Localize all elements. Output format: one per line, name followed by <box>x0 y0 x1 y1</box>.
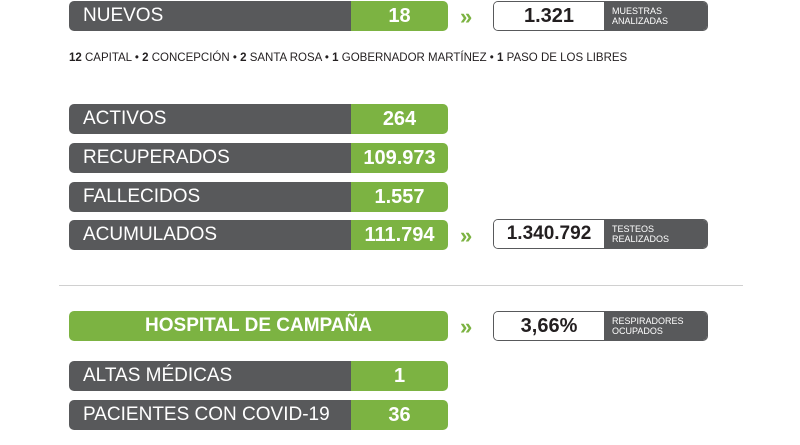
fallecidos-label: FALLECIDOS <box>83 186 201 207</box>
breakdown-num: 1 <box>332 52 339 64</box>
respiradores-value: 3,66% <box>494 312 604 340</box>
nuevos-label-bar: NUEVOS <box>69 1 351 31</box>
recuperados-label-bar: RECUPERADOS <box>69 143 351 173</box>
nuevos-value: 18 <box>388 4 411 27</box>
double-chevron-icon: » <box>460 314 473 339</box>
testeos-value: 1.340.792 <box>494 220 604 248</box>
double-chevron-icon: » <box>460 223 473 248</box>
cases-breakdown: 12 CAPITAL • 2 CONCEPCIÓN • 2 SANTA ROSA… <box>69 52 628 64</box>
pacientes-label-bar: PACIENTES CON COVID-19 <box>69 400 351 430</box>
muestras-desc-line1: MUESTRAS <box>612 6 663 16</box>
activos-value-box: 264 <box>351 104 448 134</box>
fallecidos-value: 1.557 <box>374 185 425 208</box>
respiradores-desc-line1: RESPIRADORES <box>612 316 684 326</box>
breakdown-num: 2 <box>240 52 247 64</box>
breakdown-place: CAPITAL <box>85 52 132 64</box>
pacientes-value-box: 36 <box>351 400 448 430</box>
fallecidos-value-box: 1.557 <box>351 182 448 212</box>
testeos-desc: TESTEOS REALIZADOS <box>604 220 707 248</box>
testeos-desc-line1: TESTEOS <box>612 224 655 234</box>
activos-value: 264 <box>382 107 417 130</box>
breakdown-place: CONCEPCIÓN <box>151 52 230 64</box>
acumulados-label: ACUMULADOS <box>83 224 218 245</box>
breakdown-place: GOBERNADOR MARTÍNEZ <box>341 52 487 64</box>
recuperados-value: 109.973 <box>363 146 436 169</box>
recuperados-label: RECUPERADOS <box>83 147 230 168</box>
acumulados-label-bar: ACUMULADOS <box>69 220 351 250</box>
altas-label: ALTAS MÉDICAS <box>83 365 233 386</box>
pacientes-value: 36 <box>388 403 411 426</box>
respiradores-pill: 3,66% RESPIRADORES OCUPADOS <box>493 311 708 341</box>
pacientes-label: PACIENTES CON COVID-19 <box>83 404 330 425</box>
testeos-desc-line2: REALIZADOS <box>612 234 670 244</box>
acumulados-value-box: 111.794 <box>351 220 448 250</box>
hospital-title-bar: HOSPITAL DE CAMPAÑA <box>69 311 448 341</box>
altas-value: 1 <box>393 364 406 387</box>
acumulados-value: 111.794 <box>364 223 435 246</box>
respiradores-desc: RESPIRADORES OCUPADOS <box>604 312 707 340</box>
muestras-pill: 1.321 MUESTRAS ANALIZADAS <box>493 1 708 31</box>
nuevos-label: NUEVOS <box>83 5 164 26</box>
breakdown-num: 12 <box>69 52 82 64</box>
hospital-title: HOSPITAL DE CAMPAÑA <box>145 315 372 336</box>
altas-label-bar: ALTAS MÉDICAS <box>69 361 351 391</box>
breakdown-place: SANTA ROSA <box>249 52 322 64</box>
testeos-pill: 1.340.792 TESTEOS REALIZADOS <box>493 219 708 249</box>
fallecidos-label-bar: FALLECIDOS <box>69 182 351 212</box>
altas-value-box: 1 <box>351 361 448 391</box>
breakdown-place: PASO DE LOS LIBRES <box>506 52 628 64</box>
breakdown-num: 1 <box>497 52 504 64</box>
recuperados-value-box: 109.973 <box>351 143 448 173</box>
nuevos-value-box: 18 <box>351 1 448 31</box>
activos-label: ACTIVOS <box>83 108 167 129</box>
breakdown-num: 2 <box>142 52 149 64</box>
activos-label-bar: ACTIVOS <box>69 104 351 134</box>
muestras-desc-line2: ANALIZADAS <box>612 16 669 26</box>
respiradores-desc-line2: OCUPADOS <box>612 326 663 336</box>
muestras-value: 1.321 <box>494 2 604 30</box>
muestras-desc: MUESTRAS ANALIZADAS <box>604 2 707 30</box>
section-divider <box>59 285 743 286</box>
double-chevron-icon: » <box>460 4 473 29</box>
